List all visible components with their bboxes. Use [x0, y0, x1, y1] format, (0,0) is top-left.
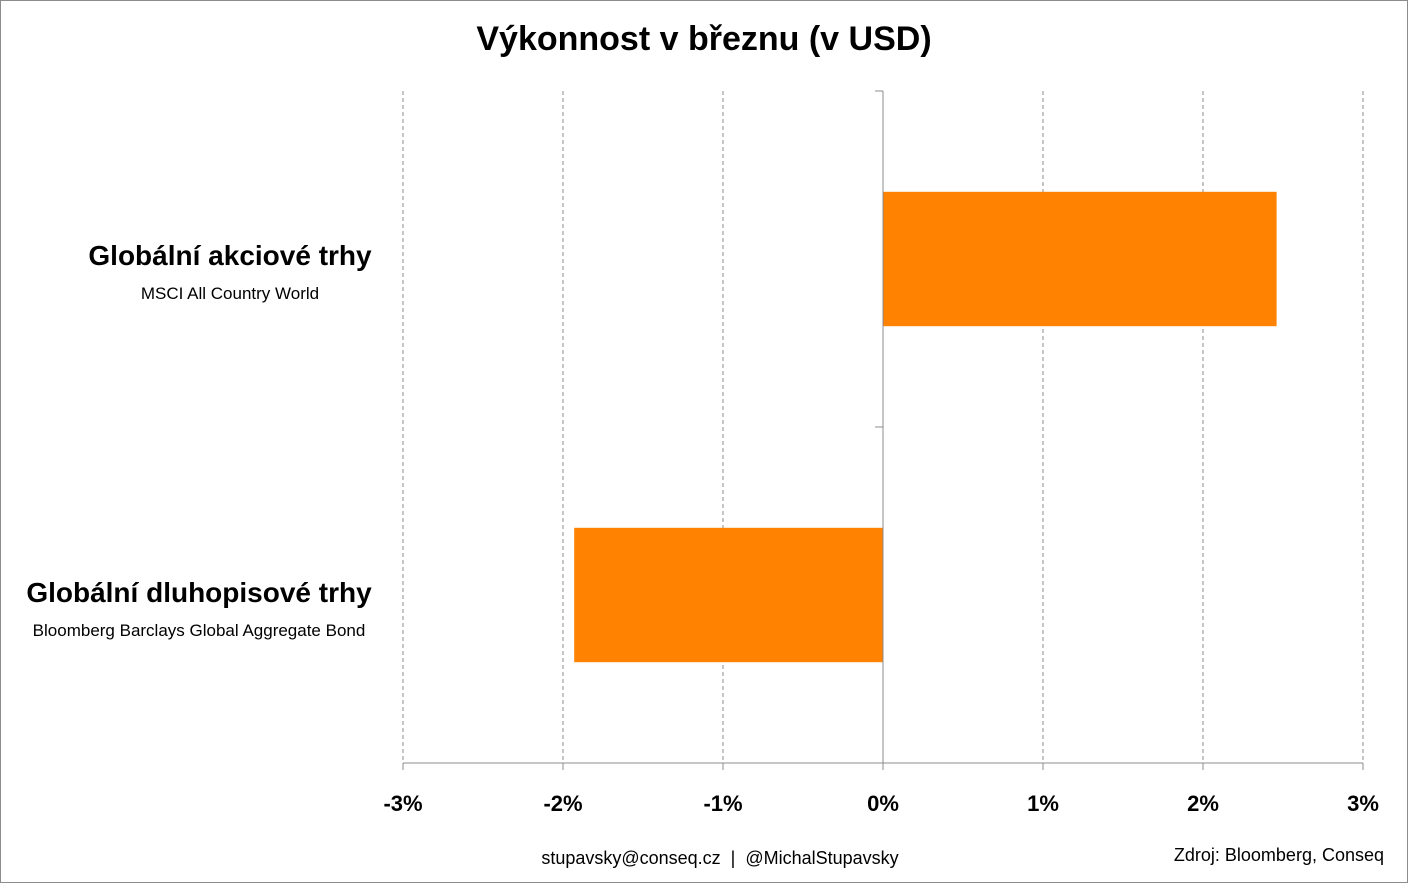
category-subtitle: Bloomberg Barclays Global Aggregate Bond [32, 621, 366, 640]
footer-source: Zdroj: Bloomberg, Conseq [1173, 845, 1384, 865]
x-tick-label: -2% [543, 791, 582, 816]
footer-contact: stupavsky@conseq.cz | @MichalStupavsky [541, 848, 899, 868]
x-tick-label: 1% [1027, 791, 1059, 816]
x-tick-label: 2% [1187, 791, 1219, 816]
category-name: Globální akciové trhy [88, 240, 372, 271]
bar [883, 191, 1277, 327]
x-tick-label: 0% [867, 791, 899, 816]
category-name: Globální dluhopisové trhy [26, 577, 372, 608]
chart-title: Výkonnost v březnu (v USD) [476, 20, 932, 58]
bar [574, 527, 883, 663]
x-tick-label: -3% [383, 791, 422, 816]
category-label-equities: Globální akciové trhy MSCI All Country W… [30, 240, 430, 304]
x-tick-label: -1% [703, 791, 742, 816]
category-subtitle: MSCI All Country World [140, 284, 320, 303]
category-label-bonds: Globální dluhopisové trhy Bloomberg Barc… [0, 577, 398, 641]
x-tick-label: 3% [1347, 791, 1379, 816]
